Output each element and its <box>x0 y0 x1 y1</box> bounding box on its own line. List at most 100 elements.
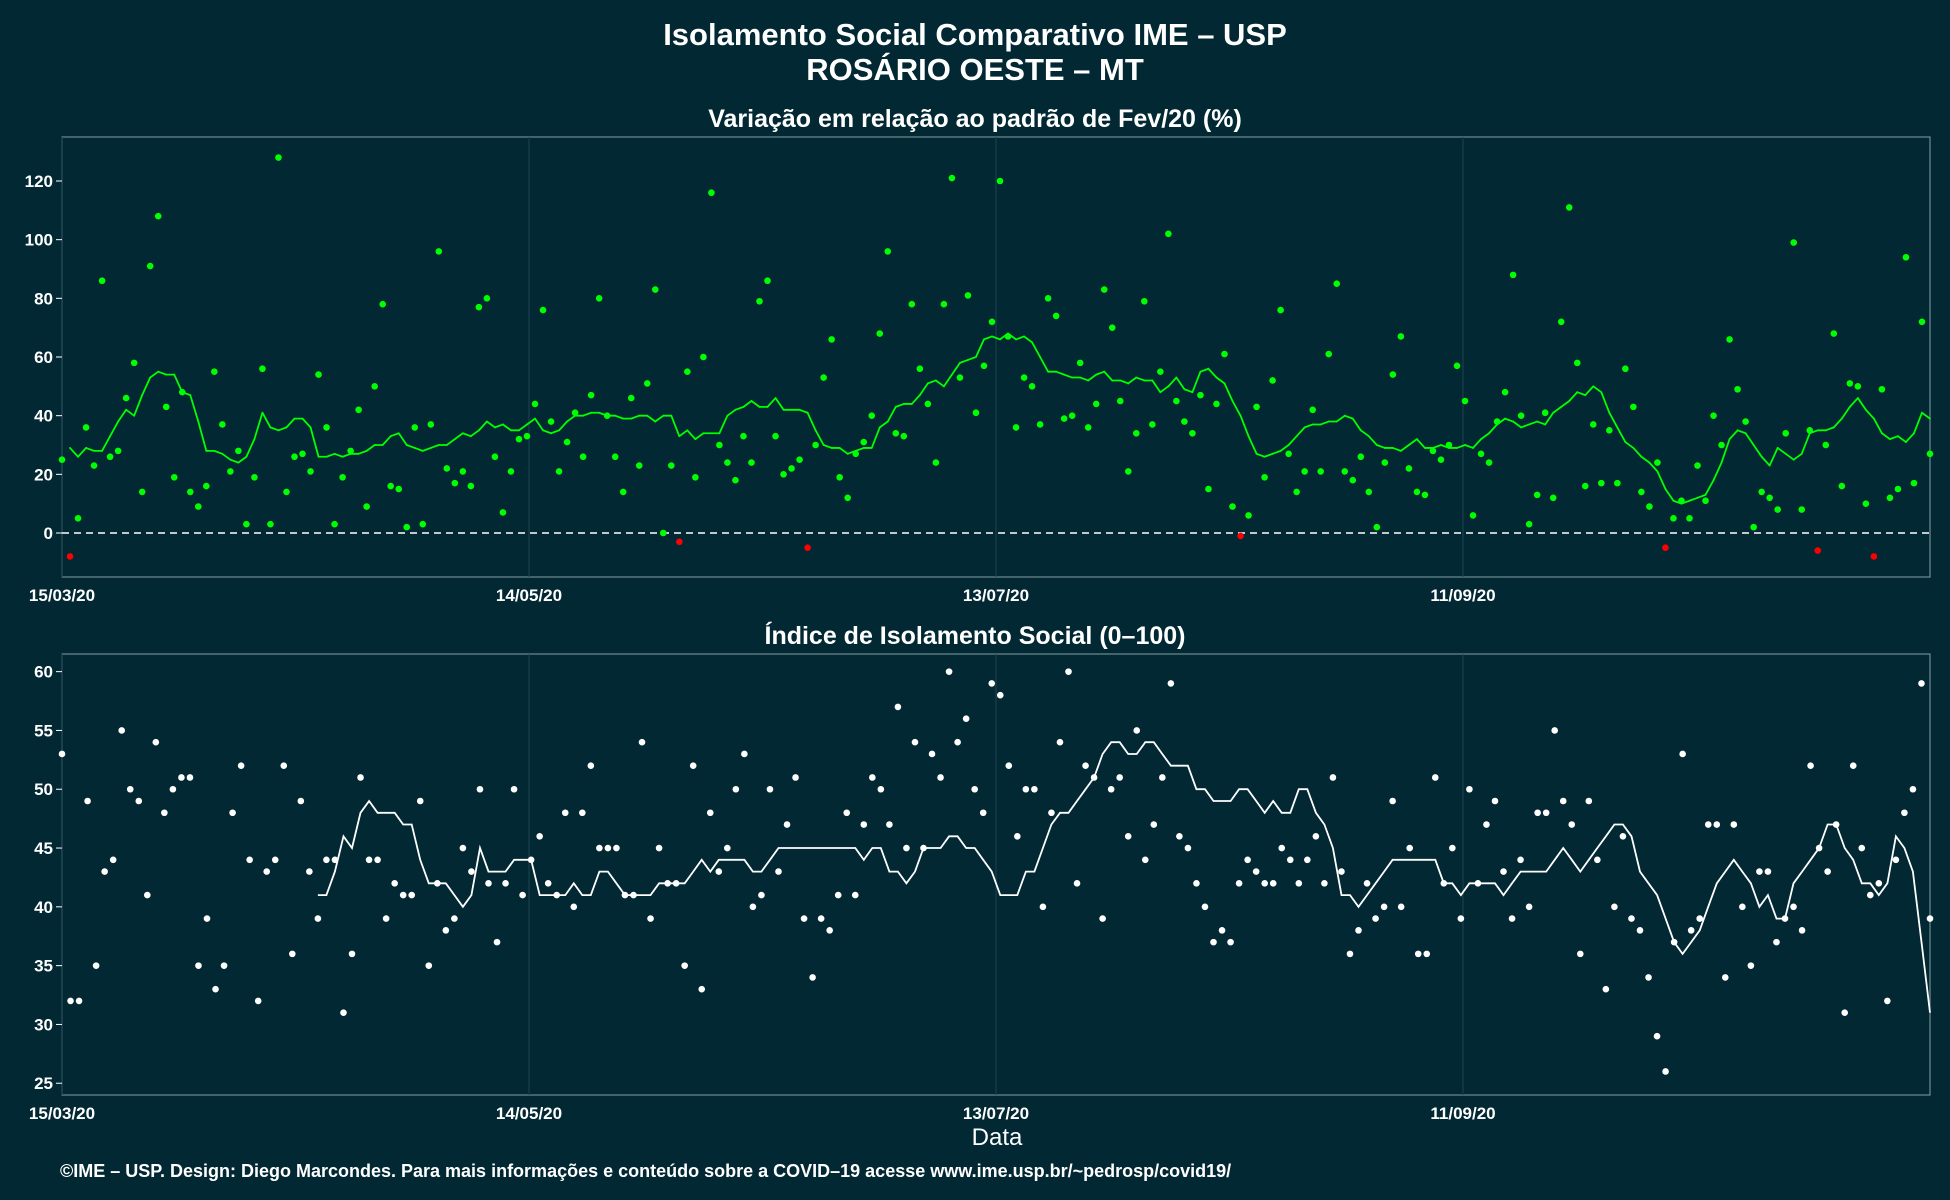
p1-data-point <box>467 482 475 490</box>
p1-data-point <box>355 406 362 414</box>
p2-data-point <box>1926 915 1934 922</box>
p2-data-point <box>1594 856 1601 864</box>
p1-data-point <box>1044 295 1052 302</box>
p1-moving-average-segment <box>101 435 112 452</box>
p2-x-tick-label: 14/05/20 <box>496 1104 562 1123</box>
p1-x-tick-label: 14/05/20 <box>496 586 562 605</box>
p1-data-point <box>323 424 330 431</box>
p1-data-point <box>1108 324 1116 331</box>
p1-data-point <box>1421 491 1429 499</box>
p1-data-point <box>1485 459 1493 466</box>
p1-moving-average-segment <box>1103 370 1114 382</box>
p1-data-point <box>1269 377 1276 384</box>
p2-data-point <box>152 738 160 746</box>
p1-moving-average-segment <box>413 447 424 452</box>
p1-data-point <box>194 503 202 510</box>
p2-data-point <box>1474 880 1482 887</box>
p2-data-point <box>783 821 791 828</box>
p1-data-point <box>1581 482 1589 490</box>
p1-moving-average-segment <box>1151 379 1162 394</box>
p2-data-point <box>1449 844 1456 852</box>
p2-y-tick-label: 30 <box>34 1015 53 1034</box>
p1-data-point <box>347 447 354 455</box>
p1-data-point <box>700 353 707 361</box>
p2-data-point <box>775 868 782 875</box>
p1-moving-average-segment <box>1391 447 1402 452</box>
p2-data-point <box>1329 774 1337 781</box>
p1-data-point <box>443 465 451 472</box>
p2-data-point <box>1414 950 1422 958</box>
p1-data-point <box>1742 418 1749 425</box>
p1-data-point <box>154 212 162 220</box>
p1-y-tick-label: 60 <box>34 348 53 367</box>
p2-data-point <box>502 880 509 887</box>
p1-y-tick-label: 40 <box>34 407 53 426</box>
p2-data-point <box>416 797 424 805</box>
p1-data-point <box>1333 280 1341 287</box>
p1-data-point <box>1565 204 1573 211</box>
p1-data-point <box>1245 512 1252 519</box>
p1-moving-average-segment <box>245 438 256 458</box>
p2-data-point <box>655 844 663 852</box>
p1-moving-average-segment <box>1696 493 1707 499</box>
p2-data-point <box>1730 821 1738 828</box>
p1-moving-average-segment <box>926 379 937 385</box>
p1-moving-average-segment <box>397 432 408 446</box>
p1-data-point <box>988 318 996 326</box>
p1-data-point <box>491 453 499 461</box>
p1-data-point <box>1445 441 1453 449</box>
p2-data-point <box>792 774 799 781</box>
p1-data-point <box>58 456 66 463</box>
p1-moving-average-segment <box>117 408 128 423</box>
p1-data-point <box>419 520 427 528</box>
p2-data-point <box>212 985 219 993</box>
p1-data-point <box>1309 406 1316 414</box>
p1-data-point <box>1501 388 1509 396</box>
p1-data-point <box>1662 544 1669 551</box>
p1-moving-average-segment <box>1239 414 1250 438</box>
p1-moving-average-segment <box>694 432 705 441</box>
p2-data-point <box>331 856 339 864</box>
p2-data-point <box>1585 797 1593 805</box>
p2-data-point <box>459 844 467 852</box>
p1-data-point <box>924 400 932 408</box>
p1-data-point <box>1084 424 1092 431</box>
p2-data-point <box>510 785 518 793</box>
p2-data-point <box>186 774 194 781</box>
p1-data-point <box>371 383 378 390</box>
p1-moving-average-segment <box>1528 420 1539 426</box>
p2-data-point <box>306 868 313 875</box>
p2-data-point <box>348 950 356 958</box>
p1-moving-average-segment <box>1295 426 1306 438</box>
p2-data-point <box>1099 915 1106 922</box>
p2-data-point <box>1372 915 1379 922</box>
p2-data-point <box>340 1009 347 1016</box>
p1-moving-average-segment <box>1247 435 1258 455</box>
p1-moving-average-segment <box>502 423 512 432</box>
p1-moving-average-segment <box>1055 370 1066 376</box>
p2-data-point <box>903 844 910 852</box>
p2-data-point <box>109 856 117 864</box>
p1-data-point <box>1493 418 1501 425</box>
p2-data-point <box>1551 727 1558 734</box>
p2-data-point <box>1841 1009 1849 1016</box>
p1-moving-average-segment <box>1464 444 1474 449</box>
p2-data-point <box>1039 903 1047 911</box>
p2-data-point <box>1559 797 1567 805</box>
p1-data-point <box>339 473 346 481</box>
p1-moving-average-segment <box>1752 444 1763 458</box>
p2-data-point <box>1082 762 1089 770</box>
p2-data-point <box>220 962 228 969</box>
p1-data-point <box>451 479 459 487</box>
p1-data-point <box>1670 515 1677 522</box>
p1-data-point <box>523 432 531 440</box>
p2-data-point <box>732 785 740 793</box>
p1-data-point <box>203 482 210 490</box>
p1-data-point <box>740 432 747 440</box>
p1-data-point <box>1229 503 1236 510</box>
p1-moving-average-segment <box>445 438 456 446</box>
p2-data-point <box>561 809 569 817</box>
p2-y-tick-label: 60 <box>34 663 53 682</box>
p1-moving-average-segment <box>1407 438 1418 446</box>
p1-moving-average-segment <box>1504 417 1515 423</box>
